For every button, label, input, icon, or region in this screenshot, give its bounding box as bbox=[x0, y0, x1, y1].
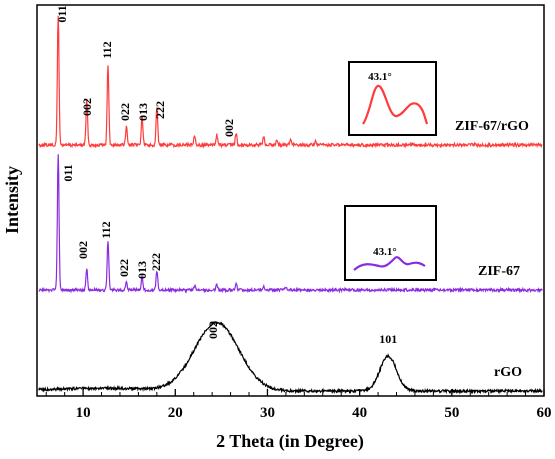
peak-label: 022 bbox=[118, 103, 132, 121]
series-name-label: ZIF-67/rGO bbox=[455, 119, 529, 134]
peak-label: 002 bbox=[206, 321, 220, 339]
series-zif-67 bbox=[38, 154, 543, 294]
peak-label: 022 bbox=[117, 259, 131, 277]
series-line bbox=[38, 15, 543, 149]
peak-label: 002 bbox=[80, 98, 94, 116]
peak-label: 222 bbox=[153, 101, 167, 119]
x-tick-label: 40 bbox=[352, 405, 367, 421]
x-tick-label: 30 bbox=[260, 405, 275, 421]
x-tick-label: 50 bbox=[444, 405, 459, 421]
inset-curve bbox=[362, 84, 429, 125]
peak-label: 222 bbox=[149, 253, 163, 271]
series-layer bbox=[38, 15, 543, 395]
peak-label: 013 bbox=[136, 103, 150, 121]
x-tick-label: 20 bbox=[168, 405, 183, 421]
inset-peak-label: 43.1° bbox=[368, 71, 392, 83]
plot-frame bbox=[36, 4, 545, 397]
peak-label: 112 bbox=[99, 221, 113, 238]
peak-label: 101 bbox=[379, 332, 397, 346]
peak-label: 013 bbox=[135, 261, 149, 279]
inset-box: 43.1° bbox=[348, 61, 437, 136]
x-tick-label: 60 bbox=[537, 405, 552, 421]
peak-label: 011 bbox=[61, 164, 75, 181]
peak-label: 011 bbox=[55, 5, 69, 22]
series-zif-67-rgo bbox=[38, 15, 543, 149]
series-rgo bbox=[38, 320, 543, 395]
inset-box: 43.1° bbox=[344, 205, 437, 281]
inset-frame bbox=[348, 61, 437, 136]
peak-label: 002 bbox=[76, 241, 90, 259]
y-axis-title: Intensity bbox=[2, 166, 22, 234]
inset-layer: 43.1° 43.1° bbox=[344, 61, 437, 281]
x-axis-title: 2 Theta (in Degree) bbox=[216, 431, 364, 452]
series-line bbox=[38, 320, 543, 395]
x-tick-label: 10 bbox=[76, 405, 91, 421]
series-line bbox=[38, 154, 543, 294]
series-name-label: ZIF-67 bbox=[478, 264, 520, 279]
tick-layer: 10 20 30 40 50 60 bbox=[45, 389, 552, 421]
inset-frame bbox=[344, 205, 437, 281]
inset-curve bbox=[353, 256, 426, 271]
peak-label: 112 bbox=[100, 41, 114, 58]
inset-peak-label: 43.1° bbox=[373, 246, 397, 258]
peak-label: 002 bbox=[222, 119, 236, 137]
series-name-label: rGO bbox=[494, 365, 522, 380]
